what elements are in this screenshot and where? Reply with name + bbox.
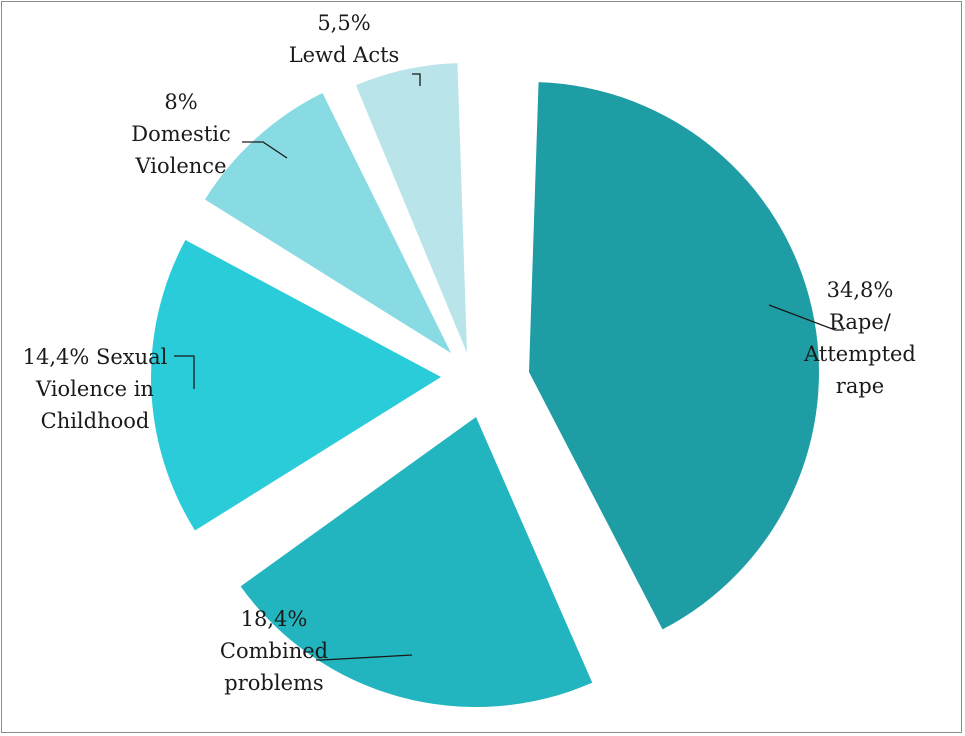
slice-label-line: Rape/ — [829, 310, 892, 334]
leader-line-combined — [316, 654, 413, 661]
slice-label-line: 18,4% — [241, 607, 308, 631]
slice-label-line: 5,5% — [317, 11, 370, 35]
pie-slice-childhood — [150, 240, 441, 531]
pie-slice-combined — [240, 417, 593, 708]
slice-label-line: Violence in — [35, 377, 154, 401]
slice-label-line: Attempted — [803, 342, 916, 366]
pie-slice-lewd — [355, 63, 467, 353]
slice-label-line: Combined — [220, 639, 328, 663]
slice-label-line: 34,8% — [827, 278, 894, 302]
leader-line-domestic — [242, 141, 288, 159]
slice-label-line: rape — [836, 374, 884, 398]
slice-label-line: Violence — [134, 154, 226, 178]
leader-line-lewd — [412, 73, 421, 86]
slice-label-domestic: 8% Domestic Violence — [131, 90, 231, 178]
slice-label-childhood: 14,4% Sexual Violence in Childhood — [23, 345, 168, 433]
slice-label-combined: 18,4% Combined problems — [220, 607, 328, 695]
slice-label-line: problems — [224, 671, 323, 695]
slice-label-line: 14,4% Sexual — [23, 345, 168, 369]
slice-label-line: Lewd Acts — [289, 43, 400, 67]
pie-slice-domestic — [204, 93, 451, 353]
leader-line-rape — [768, 304, 844, 331]
slice-label-line: 8% — [164, 90, 197, 114]
leader-line-childhood — [174, 355, 195, 389]
slice-label-line: Childhood — [41, 409, 150, 433]
slice-label-line: Domestic — [131, 122, 231, 146]
slice-label-lewd: 5,5% Lewd Acts — [289, 11, 400, 67]
pie-slice-rape — [529, 82, 819, 630]
slice-label-rape: 34,8% Rape/Attempted rape — [803, 278, 916, 398]
